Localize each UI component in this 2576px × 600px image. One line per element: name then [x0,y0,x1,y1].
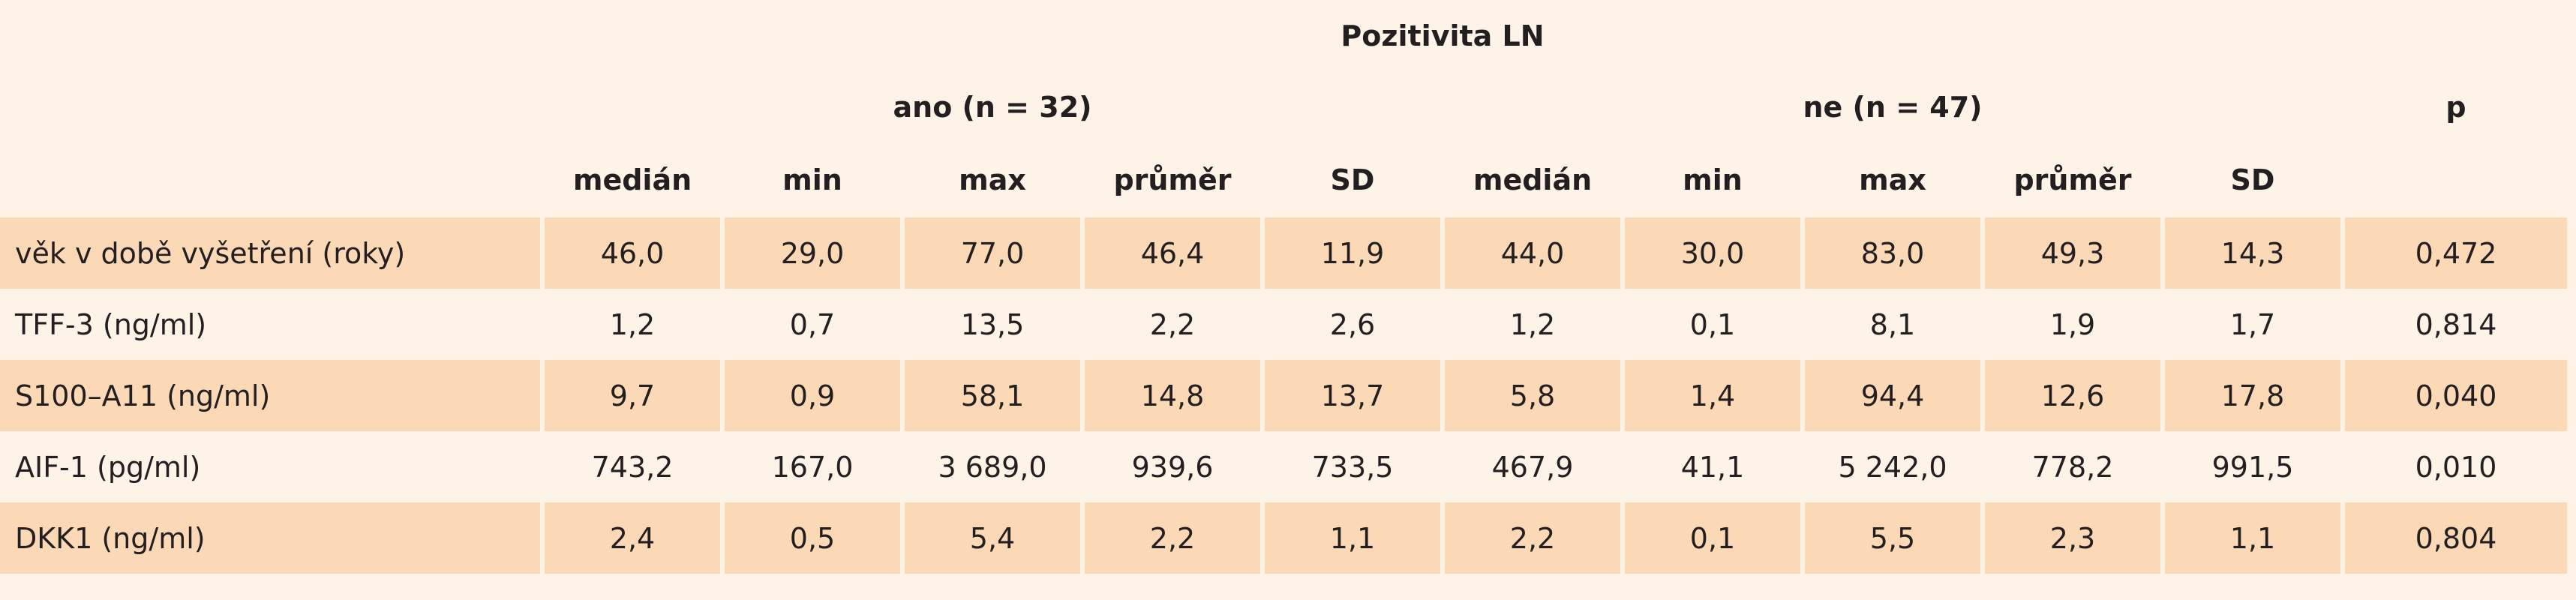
value-cell: 5,5 [1805,502,1980,574]
group-row: ano (n = 32) ne (n = 47) p [0,71,2567,142]
value-cell: 46,4 [1085,218,1260,289]
value-cell: 1,2 [1509,308,1556,341]
header-row: Pozitivita LN [0,0,2567,71]
value-cell: 8,1 [1869,308,1916,341]
value-cell: 83,0 [1805,218,1980,289]
value-cell: 1,2 [609,308,656,341]
value-cell: 2,3 [1985,502,2160,574]
value-cell: 14,8 [1085,360,1260,431]
group-header: ne (n = 47) [1803,90,1983,124]
value-cell: 2,2 [1085,502,1260,574]
value-cell: 0,040 [2345,360,2567,431]
value-cell: 1,1 [2165,502,2340,574]
row-label: DKK1 (ng/ml) [0,502,540,574]
column-header: max [959,164,1026,196]
value-cell: 0,5 [725,502,900,574]
value-cell: 94,4 [1805,360,1980,431]
value-cell: 1,4 [1625,360,1800,431]
data-row: S100–A11 (ng/ml) 9,7 0,9 58,1 14,8 13,7 5,8 1,4… [0,360,2567,431]
column-header: min [782,164,842,196]
p-header: p [2445,90,2466,124]
data-row: DKK1 (ng/ml) 2,4 0,5 5,4 2,2 1,1 2,2 0,1 5,5 2,3 1… [0,502,2567,574]
value-cell: 11,9 [1265,218,1440,289]
value-cell: 743,2 [591,450,674,484]
value-cell: 3 689,0 [938,450,1047,484]
value-cell: 49,3 [1985,218,2160,289]
column-header: průměr [1113,164,1232,196]
value-cell: 1,9 [2049,308,2096,341]
row-label: věk v době vyšetření (roky) [0,218,540,289]
row-label: S100–A11 (ng/ml) [0,360,540,431]
column-header: min [1683,164,1743,196]
value-cell: 46,0 [545,218,720,289]
column-header: SD [1330,164,1375,196]
value-cell: 13,7 [1265,360,1440,431]
value-cell: 733,5 [1311,450,1394,484]
empty-cell [0,142,540,218]
value-cell: 1,7 [2229,308,2276,341]
value-cell: 44,0 [1445,218,1620,289]
value-cell: 5,4 [905,502,1080,574]
results-table: Pozitivita LN ano (n = 32) ne (n = 47) p med… [0,0,2567,574]
table-title: Pozitivita LN [1341,19,1545,52]
value-cell: 5 242,0 [1838,450,1947,484]
value-cell: 30,0 [1625,218,1800,289]
column-header: medián [572,164,692,196]
value-cell: 0,804 [2345,502,2567,574]
value-cell: 77,0 [905,218,1080,289]
value-cell: 13,5 [960,308,1025,341]
value-cell: 939,6 [1131,450,1214,484]
empty-cell [0,0,540,71]
value-cell: 1,1 [1265,502,1440,574]
value-cell: 58,1 [905,360,1080,431]
group-header: ano (n = 32) [893,90,1092,124]
value-cell: 991,5 [2211,450,2294,484]
value-cell: 12,6 [1985,360,2160,431]
value-cell: 0,010 [2415,450,2497,484]
data-row: AIF-1 (pg/ml) 743,2 167,0 3 689,0 939,6 733,5… [0,431,2567,502]
value-cell: 167,0 [771,450,854,484]
data-row: věk v době vyšetření (roky) 46,0 29,0 77,0 4… [0,218,2567,289]
empty-cell [2345,0,2567,71]
column-row: medián min max průměr SD medián min max průměr SD [0,142,2567,218]
value-cell: 2,2 [1149,308,1196,341]
row-label: TFF-3 (ng/ml) [15,308,207,341]
value-cell: 2,2 [1445,502,1620,574]
value-cell: 0,9 [725,360,900,431]
empty-cell [0,71,540,142]
column-header: SD [2230,164,2275,196]
value-cell: 14,3 [2165,218,2340,289]
value-cell: 0,472 [2345,218,2567,289]
value-cell: 778,2 [2031,450,2114,484]
value-cell: 5,8 [1445,360,1620,431]
value-cell: 0,1 [1689,308,1736,341]
column-header: průměr [2013,164,2132,196]
data-row: TFF-3 (ng/ml) 1,2 0,7 13,5 2,2 2,6 1,2 0,1 8,1 1,… [0,289,2567,360]
value-cell: 2,4 [545,502,720,574]
value-cell: 41,1 [1680,450,1745,484]
value-cell: 0,1 [1625,502,1800,574]
value-cell: 29,0 [725,218,900,289]
value-cell: 9,7 [545,360,720,431]
value-cell: 17,8 [2165,360,2340,431]
value-cell: 467,9 [1491,450,1574,484]
value-cell: 0,7 [789,308,836,341]
empty-cell [2345,142,2567,218]
value-cell: 2,6 [1329,308,1376,341]
row-label: AIF-1 (pg/ml) [15,450,201,484]
column-header: medián [1473,164,1593,196]
value-cell: 0,814 [2415,308,2497,341]
column-header: max [1859,164,1926,196]
